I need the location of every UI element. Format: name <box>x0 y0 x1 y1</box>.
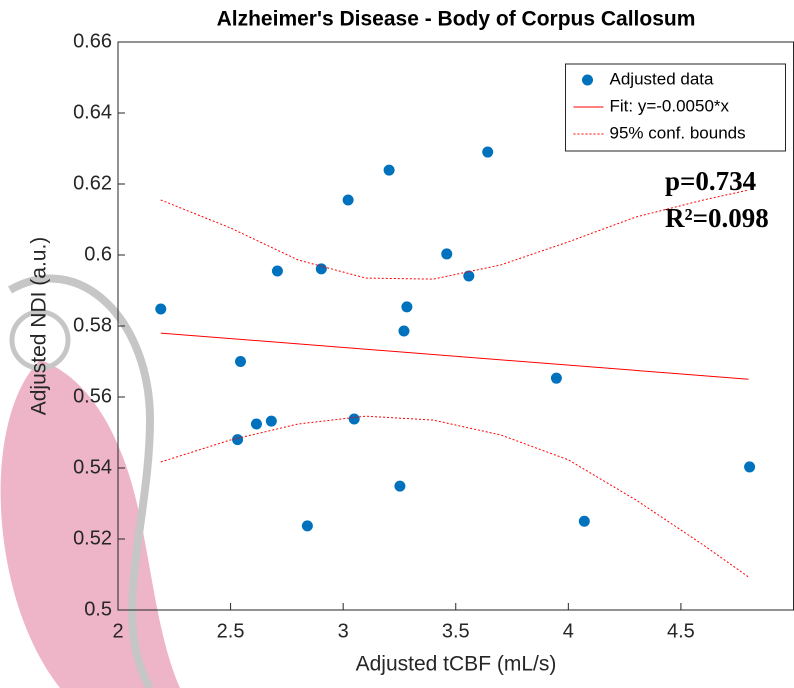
y-tick-label: 0.6 <box>84 243 112 265</box>
data-point <box>463 270 475 282</box>
x-tick-label: 2 <box>112 620 123 642</box>
watermark-ring <box>9 309 71 371</box>
y-tick-label: 0.54 <box>73 456 112 478</box>
watermark-arc <box>8 274 155 688</box>
y-tick-label: 0.56 <box>73 385 112 407</box>
x-tick-label: 3.5 <box>442 620 470 642</box>
data-point <box>265 415 277 427</box>
x-tick-label: 3 <box>338 620 349 642</box>
watermark <box>0 274 180 688</box>
data-point <box>441 248 453 260</box>
x-tick-label: 4.5 <box>667 620 695 642</box>
data-point <box>394 480 406 492</box>
data-point <box>744 461 756 473</box>
legend-label: Fit: y=-0.0050*x <box>610 96 730 115</box>
x-tick-label: 4 <box>563 620 574 642</box>
y-tick-label: 0.62 <box>73 172 112 194</box>
data-point <box>155 303 167 315</box>
data-point <box>234 356 246 367</box>
data-point <box>482 146 494 158</box>
data-point <box>348 413 360 425</box>
x-axis-label: Adjusted tCBF (mL/s) <box>356 653 557 676</box>
legend-label: 95% conf. bounds <box>610 123 746 142</box>
y-tick-label: 0.52 <box>73 527 112 549</box>
x-tick-label: 2.5 <box>217 620 245 642</box>
chart-title: Alzheimer's Disease - Body of Corpus Cal… <box>217 8 696 31</box>
data-point <box>578 515 590 527</box>
data-point <box>232 434 244 446</box>
series-line <box>160 189 749 280</box>
y-tick-label: 0.64 <box>73 101 112 123</box>
legend-label: Adjusted data <box>610 69 715 88</box>
y-tick-label: 0.66 <box>73 30 112 52</box>
series-line <box>160 415 749 578</box>
data-point <box>550 372 562 384</box>
data-point <box>250 418 262 430</box>
data-point <box>342 194 354 206</box>
series-line <box>160 332 749 380</box>
data-point <box>401 301 413 313</box>
data-point <box>301 520 313 532</box>
data-point <box>315 263 327 275</box>
y-tick-label: 0.5 <box>84 598 112 620</box>
data-point <box>271 265 283 277</box>
y-tick-label: 0.58 <box>73 314 112 336</box>
data-point <box>398 325 410 337</box>
legend-marker <box>582 74 593 86</box>
annotation: R²=0.098 <box>665 203 769 233</box>
y-axis-label: Adjusted NDI (a.u.) <box>28 237 51 416</box>
data-point <box>383 164 395 176</box>
